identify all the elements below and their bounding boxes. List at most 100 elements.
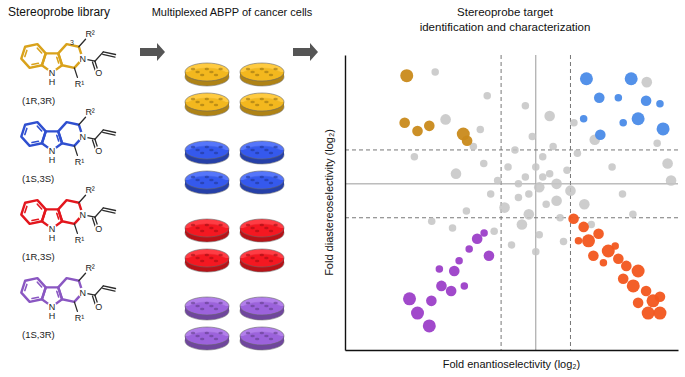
- cell: [260, 332, 264, 334]
- point: [657, 122, 670, 135]
- point: [549, 143, 557, 151]
- cell: [191, 68, 195, 70]
- point: [632, 264, 645, 277]
- atom-label: N: [79, 54, 86, 64]
- x-axis: [346, 350, 679, 352]
- atom-mask: [75, 79, 85, 89]
- cell: [218, 332, 222, 334]
- cell: [250, 257, 254, 259]
- atom-mask: [75, 313, 85, 323]
- dish-top: [185, 327, 229, 345]
- bond: [95, 286, 103, 295]
- bond: [95, 130, 103, 139]
- cell: [209, 101, 213, 103]
- atom-mask: [85, 185, 95, 195]
- point: [656, 100, 664, 108]
- point: [403, 292, 416, 305]
- cell: [264, 149, 268, 151]
- inner-bond: [57, 213, 59, 219]
- substituent-label: R¹: [75, 313, 85, 323]
- dish-top: [185, 297, 229, 315]
- point: [400, 69, 413, 82]
- point: [615, 94, 623, 102]
- dish: [240, 297, 284, 320]
- cell: [273, 224, 277, 226]
- cell: [255, 338, 259, 340]
- cell: [205, 176, 209, 178]
- x-axis-title: Fold enantioselectivity (log₂): [443, 358, 581, 370]
- point: [653, 307, 666, 320]
- substituent-label: R²: [85, 185, 95, 195]
- probe-label: (1S,3R): [22, 329, 55, 340]
- dish: [185, 327, 229, 350]
- bond: [103, 52, 115, 55]
- inner-bond: [32, 63, 38, 64]
- cell: [195, 71, 199, 73]
- inner-bond: [57, 291, 59, 297]
- cell: [195, 179, 199, 181]
- cell: [218, 254, 222, 256]
- cell: [218, 98, 222, 100]
- point: [517, 219, 528, 230]
- cell: [264, 71, 268, 73]
- bond: [79, 39, 86, 46]
- point: [580, 115, 588, 123]
- substituent-label: R²: [85, 107, 95, 117]
- cell: [269, 230, 273, 232]
- dish: [185, 93, 229, 116]
- point: [480, 160, 488, 168]
- atom-mask: [78, 54, 88, 64]
- point: [484, 250, 495, 261]
- cell: [205, 146, 209, 148]
- y-axis-title: Fold diastereoselectivity (log₂): [323, 129, 335, 276]
- point: [524, 209, 535, 220]
- cell: [218, 224, 222, 226]
- probe-structure: NHNOR¹R²3(1R,3R): [21, 29, 115, 106]
- substituent-label: R¹: [75, 235, 85, 245]
- cell: [255, 308, 259, 310]
- cells-title: Multiplexed ABPP of cancer cells: [152, 6, 313, 18]
- cell: [195, 305, 199, 307]
- atom-mask: [85, 29, 95, 39]
- cell: [205, 98, 209, 100]
- atom-label: O: [95, 302, 102, 312]
- point: [578, 222, 589, 233]
- bond: [74, 224, 77, 234]
- probe-structure: NHNOR¹R²(1R,3S): [21, 185, 115, 262]
- inner-bond: [57, 135, 59, 141]
- dish: [185, 63, 229, 86]
- cell: [269, 308, 273, 310]
- point: [642, 307, 655, 320]
- cell: [246, 224, 250, 226]
- cell: [269, 338, 273, 340]
- point: [551, 195, 562, 206]
- dish-top: [185, 141, 229, 159]
- dish-top: [185, 219, 229, 237]
- point: [568, 213, 579, 224]
- cell: [200, 152, 204, 154]
- point: [461, 282, 469, 290]
- point: [423, 319, 436, 332]
- cell: [250, 335, 254, 337]
- cell: [273, 68, 277, 70]
- dish-top: [240, 93, 284, 111]
- point: [451, 168, 462, 179]
- cell: [273, 176, 277, 178]
- cell: [250, 71, 254, 73]
- dish-top: [240, 141, 284, 159]
- cell: [255, 230, 259, 232]
- dish-top: [185, 249, 229, 267]
- cell: [205, 68, 209, 70]
- cell: [195, 227, 199, 229]
- substituent-label: R¹: [75, 79, 85, 89]
- cell: [260, 176, 264, 178]
- series-points: [399, 69, 472, 146]
- locant: 3: [70, 39, 74, 46]
- substituent-label: R²: [85, 29, 95, 39]
- atom-label: H: [49, 77, 56, 87]
- dish: [240, 63, 284, 86]
- cell: [214, 152, 218, 154]
- point: [532, 163, 540, 171]
- point: [582, 234, 595, 247]
- grid-line-x: [501, 55, 502, 350]
